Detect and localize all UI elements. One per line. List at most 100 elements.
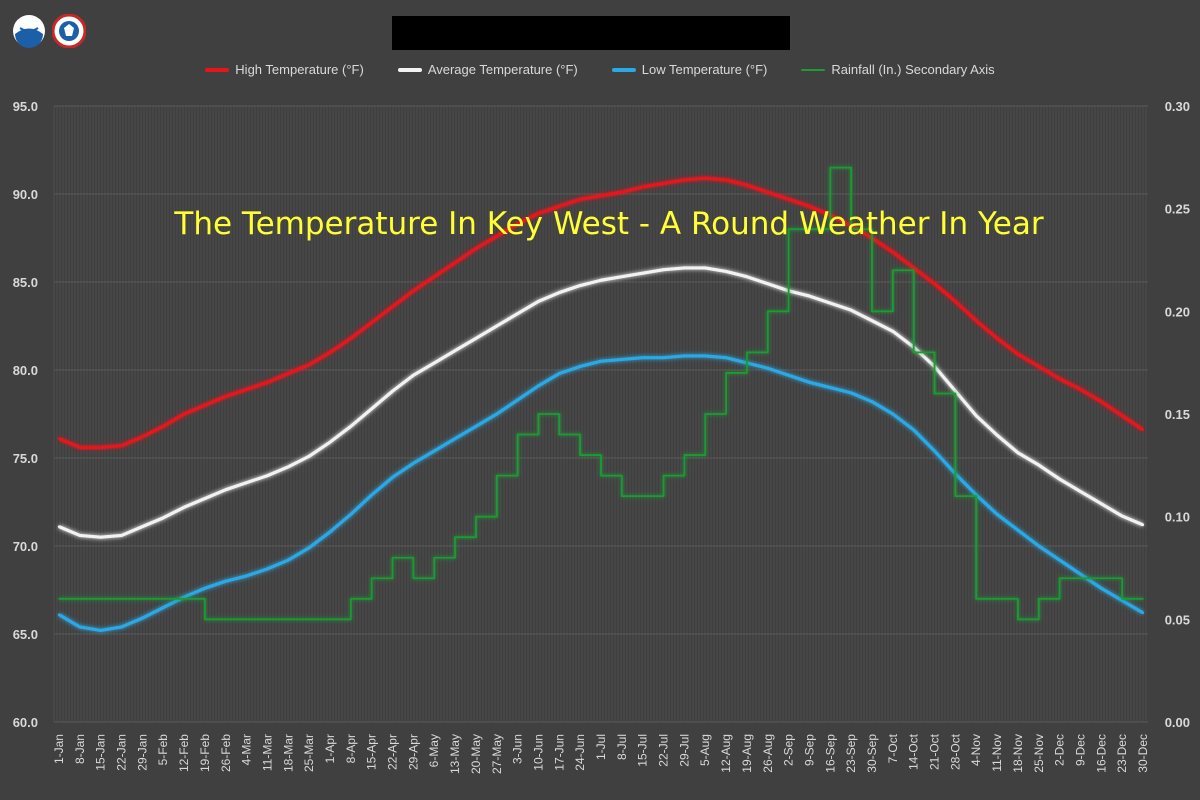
- data-point-2: [870, 400, 874, 403]
- data-point-1: [391, 389, 394, 393]
- legend-label-low: Low Temperature (°F): [641, 62, 768, 77]
- data-point-3: [308, 618, 310, 621]
- data-point-0: [1037, 365, 1040, 368]
- data-point-3: [558, 433, 561, 436]
- legend-item-high: High Temperature (°F): [205, 62, 364, 77]
- data-point-0: [391, 305, 394, 308]
- data-point-0: [328, 351, 332, 354]
- data-point-2: [391, 476, 394, 479]
- y-tick-label: 80.0: [13, 363, 38, 378]
- data-point-3: [1037, 598, 1040, 600]
- y2-tick-label: 0.20: [1165, 304, 1190, 319]
- x-tick-label: 29-Jul: [677, 734, 691, 767]
- data-point-1: [495, 324, 498, 328]
- data-point-3: [892, 269, 894, 272]
- x-tick-label: 5-Feb: [156, 734, 170, 766]
- data-point-0: [57, 437, 61, 440]
- data-point-1: [307, 455, 311, 458]
- data-point-1: [1120, 514, 1124, 518]
- data-point-0: [662, 182, 665, 185]
- data-point-2: [829, 386, 832, 389]
- x-tick-label: 28-Oct: [948, 733, 962, 770]
- legend-swatch-rainfall: [801, 68, 826, 71]
- data-point-0: [745, 184, 749, 187]
- data-point-2: [328, 530, 332, 534]
- x-tick-label: 1-Apr: [323, 734, 337, 763]
- data-point-3: [1079, 577, 1082, 580]
- data-point-1: [704, 266, 707, 270]
- y2-tick-label: 0.25: [1165, 202, 1190, 217]
- data-point-0: [307, 363, 311, 366]
- data-point-0: [453, 261, 457, 264]
- x-tick-label: 12-Aug: [719, 734, 733, 773]
- data-point-2: [995, 513, 999, 516]
- data-point-0: [808, 205, 811, 208]
- data-point-3: [266, 618, 269, 621]
- y-tick-label: 95.0: [13, 99, 38, 114]
- data-point-3: [99, 598, 102, 600]
- data-point-0: [120, 444, 123, 447]
- data-point-3: [79, 598, 81, 600]
- logos: [12, 14, 86, 48]
- x-tick-label: 2-Dec: [1053, 734, 1067, 766]
- data-point-2: [662, 356, 665, 359]
- data-point-2: [1016, 528, 1020, 532]
- data-point-1: [266, 474, 269, 477]
- data-point-1: [683, 266, 686, 270]
- data-point-3: [662, 474, 665, 477]
- data-point-0: [599, 194, 603, 197]
- x-tick-label: 8-Apr: [344, 734, 358, 763]
- data-point-3: [391, 556, 394, 559]
- x-tick-label: 30-Dec: [1136, 734, 1150, 773]
- y-tick-label: 60.0: [13, 715, 38, 730]
- data-point-1: [745, 275, 749, 278]
- legend-swatch-high: [205, 67, 230, 72]
- data-point-1: [141, 525, 144, 528]
- x-tick-label: 29-Apr: [406, 734, 420, 770]
- data-point-0: [266, 381, 269, 384]
- x-tick-label: 6-May: [427, 734, 441, 767]
- data-point-0: [578, 198, 582, 201]
- data-point-1: [453, 349, 457, 352]
- data-point-1: [808, 294, 811, 298]
- data-point-0: [1058, 377, 1061, 380]
- x-tick-label: 4-Mar: [240, 734, 254, 765]
- data-point-1: [162, 516, 165, 520]
- data-point-3: [704, 413, 707, 415]
- data-point-3: [475, 515, 477, 518]
- x-tick-label: 8-Jul: [615, 734, 629, 760]
- data-point-2: [245, 574, 248, 578]
- data-point-3: [746, 351, 748, 354]
- x-tick-label: 7-Oct: [886, 733, 900, 763]
- y2-tick-label: 0.30: [1165, 99, 1190, 114]
- data-point-3: [975, 598, 978, 600]
- x-tick-label: 25-Nov: [1032, 734, 1046, 773]
- data-point-0: [141, 435, 144, 439]
- data-point-3: [495, 474, 498, 477]
- x-tick-label: 18-Mar: [281, 734, 295, 772]
- x-tick-label: 21-Oct: [928, 733, 942, 770]
- data-point-3: [58, 598, 60, 600]
- data-point-1: [245, 481, 248, 484]
- data-point-2: [766, 367, 769, 370]
- data-point-2: [808, 381, 811, 384]
- data-point-1: [578, 284, 582, 287]
- x-tick-label: 8-Jan: [73, 734, 87, 764]
- data-point-2: [78, 625, 82, 629]
- data-point-2: [578, 365, 582, 368]
- data-point-3: [641, 495, 644, 497]
- data-point-0: [516, 222, 519, 226]
- x-tick-label: 15-Apr: [365, 734, 379, 770]
- data-point-1: [516, 312, 519, 315]
- data-point-1: [995, 433, 999, 437]
- data-point-3: [850, 228, 852, 230]
- data-point-0: [975, 319, 978, 322]
- data-point-0: [162, 425, 165, 428]
- data-point-2: [724, 356, 728, 359]
- x-tick-label: 22-Jan: [115, 734, 129, 771]
- y2-tick-label: 0.15: [1165, 407, 1190, 422]
- data-point-3: [433, 556, 436, 559]
- data-point-0: [349, 337, 353, 340]
- data-point-0: [933, 282, 936, 285]
